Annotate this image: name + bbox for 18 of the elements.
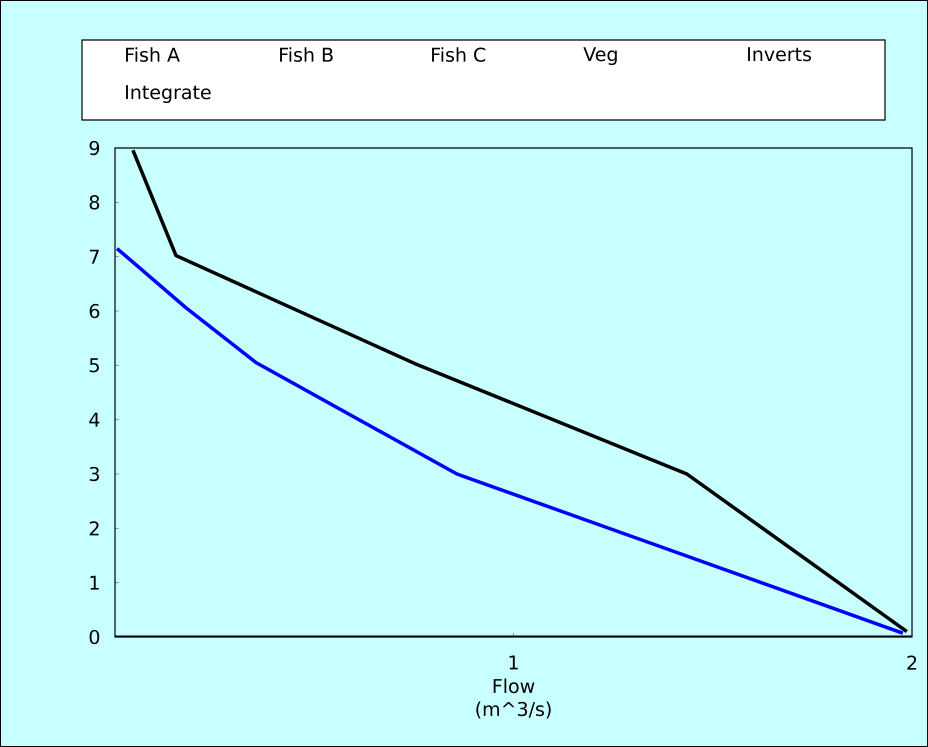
y-tick-label: 9 xyxy=(90,140,100,156)
y-tick-label: 2 xyxy=(90,521,99,536)
y-tick-label: 6 xyxy=(90,304,100,318)
y-tick-label: 4 xyxy=(89,412,100,427)
x-axis-title: Flow (m^3/s) xyxy=(476,678,551,718)
text: Inverts xyxy=(748,47,812,62)
text: Fish B xyxy=(280,47,333,62)
text: Integrate xyxy=(126,85,211,103)
y-tick-label: 7 xyxy=(90,250,99,264)
text: Fish A xyxy=(126,47,180,62)
line-series xyxy=(115,246,905,635)
text: Veg xyxy=(583,47,617,65)
y-tick-label: 1 xyxy=(90,576,99,590)
y-tick-label: 3 xyxy=(90,466,99,482)
y-tick-label: 0 xyxy=(90,630,100,644)
text: Fish C xyxy=(432,47,486,62)
y-tick-label: 8 xyxy=(90,195,100,210)
y-tick-label: 5 xyxy=(90,358,99,372)
